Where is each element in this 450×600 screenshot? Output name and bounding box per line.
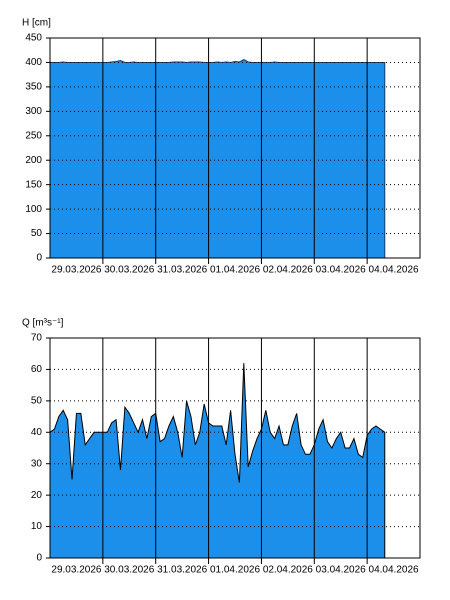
y-tick-label: 450 [25, 33, 42, 44]
x-tick-label: 03.04.2026 [316, 565, 366, 576]
y-tick-label: 250 [25, 130, 42, 141]
y-tick-label: 300 [25, 106, 42, 117]
y-tick-label: 0 [36, 553, 42, 564]
x-tick-label: 04.04.2026 [369, 565, 419, 576]
y-tick-label: 150 [25, 179, 42, 190]
x-tick-label: 29.03.2026 [51, 265, 101, 276]
y-axis-label: Q [m³s⁻¹] [22, 318, 64, 329]
plot-frame [49, 337, 421, 559]
y-tick-label: 70 [31, 333, 43, 344]
y-tick-label: 10 [31, 521, 43, 532]
y-tick-label: 350 [25, 82, 42, 93]
x-tick-label: 31.03.2026 [157, 565, 207, 576]
plot-frame [49, 37, 421, 259]
x-tick-label: 30.03.2026 [104, 565, 154, 576]
x-tick-label: 30.03.2026 [104, 265, 154, 276]
x-tick-label: 31.03.2026 [157, 265, 207, 276]
x-tick-label: 02.04.2026 [263, 265, 313, 276]
area [49, 363, 386, 559]
x-tick-label: 29.03.2026 [51, 565, 101, 576]
y-tick-label: 200 [25, 155, 42, 166]
y-tick-label: 50 [31, 395, 43, 406]
x-tick-label: 04.04.2026 [369, 265, 419, 276]
x-tick-label: 02.04.2026 [263, 565, 313, 576]
x-tick-label: 03.04.2026 [316, 265, 366, 276]
x-tick-label: 01.04.2026 [210, 265, 260, 276]
y-tick-label: 50 [31, 228, 43, 239]
y-tick-label: 40 [31, 427, 43, 438]
area [49, 58, 386, 259]
y-tick-label: 400 [25, 57, 42, 68]
y-tick-label: 30 [31, 458, 43, 469]
y-tick-label: 20 [31, 490, 43, 501]
y-axis-label: H [cm] [22, 18, 51, 29]
y-tick-label: 60 [31, 364, 43, 375]
y-tick-label: 0 [36, 253, 42, 264]
y-tick-label: 100 [25, 204, 42, 215]
x-tick-label: 01.04.2026 [210, 565, 260, 576]
